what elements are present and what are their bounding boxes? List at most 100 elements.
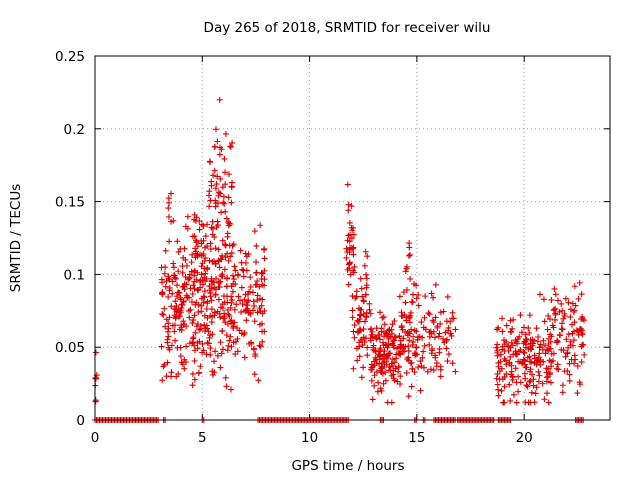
data-point: [234, 271, 241, 278]
data-point: [386, 367, 392, 374]
data-point: [564, 349, 571, 356]
data-point: [568, 356, 575, 363]
data-point: [168, 342, 175, 349]
data-point: [350, 245, 357, 252]
data-point: [190, 282, 197, 289]
data-point: [377, 353, 384, 360]
data-point: [522, 399, 529, 406]
data-point: [187, 306, 194, 313]
chart-title: Day 265 of 2018, SRMTID for receiver wil…: [204, 20, 491, 36]
data-point: [426, 341, 433, 348]
data-point: [554, 297, 561, 304]
data-point: [194, 243, 201, 250]
data-point: [555, 366, 562, 373]
data-point: [421, 342, 428, 349]
data-point: [437, 373, 444, 380]
data-point: [501, 374, 508, 381]
data-point: [406, 337, 413, 344]
data-point: [208, 319, 215, 326]
data-point: [247, 283, 254, 290]
data-point: [215, 296, 222, 303]
data-point: [544, 390, 551, 397]
data-point: [388, 399, 395, 406]
data-points: [92, 96, 588, 423]
data-point: [176, 309, 183, 316]
data-point: [253, 269, 260, 276]
data-point: [159, 377, 166, 384]
data-point: [198, 263, 205, 270]
data-point: [551, 285, 558, 292]
data-point: [393, 355, 400, 362]
data-point: [231, 263, 238, 270]
data-point: [261, 328, 268, 335]
data-point: [204, 221, 211, 228]
data-point: [215, 257, 222, 264]
data-point: [364, 352, 371, 359]
data-point: [221, 266, 228, 273]
data-point: [194, 269, 201, 276]
data-point: [219, 273, 226, 280]
data-point: [197, 278, 204, 285]
data-point: [174, 238, 181, 245]
data-point: [222, 254, 229, 261]
data-point: [229, 297, 236, 304]
data-point: [181, 286, 188, 293]
data-point: [402, 299, 409, 306]
data-point: [548, 296, 555, 303]
data-point: [383, 330, 390, 337]
data-point: [178, 301, 185, 308]
data-point: [369, 396, 376, 403]
data-point: [417, 358, 424, 365]
data-point: [345, 201, 352, 208]
data-point: [164, 336, 171, 343]
data-point: [228, 317, 235, 324]
data-point: [405, 252, 412, 259]
data-point: [544, 326, 551, 333]
data-point: [211, 167, 218, 174]
data-point: [199, 349, 206, 356]
data-point: [445, 327, 452, 334]
data-point: [579, 315, 586, 322]
data-point: [259, 338, 266, 345]
data-point: [373, 335, 380, 342]
data-point: [165, 213, 172, 220]
data-point: [212, 126, 219, 133]
data-point: [496, 376, 503, 383]
data-point: [566, 377, 573, 384]
data-point: [402, 268, 409, 275]
x-axis-label: GPS time / hours: [291, 458, 404, 474]
data-point: [193, 299, 200, 306]
data-point: [422, 293, 429, 300]
y-tick-label: 0.2: [64, 122, 85, 138]
data-point: [413, 282, 420, 289]
data-point: [162, 247, 169, 254]
data-point: [429, 317, 436, 324]
data-point: [161, 305, 168, 312]
data-point: [579, 331, 586, 338]
data-point: [576, 326, 583, 333]
data-point: [525, 345, 532, 352]
y-tick-label: 0: [76, 413, 85, 429]
data-point: [349, 227, 356, 234]
plot-frame: [94, 55, 611, 421]
data-point: [168, 303, 175, 310]
data-point: [183, 323, 190, 330]
data-point: [254, 292, 261, 299]
data-point: [515, 373, 522, 380]
data-point: [343, 254, 350, 261]
data-point: [202, 233, 209, 240]
data-point: [256, 342, 263, 349]
data-point: [204, 264, 211, 271]
data-point: [395, 363, 402, 370]
data-point: [162, 323, 169, 330]
data-point: [212, 203, 219, 210]
data-point: [360, 364, 367, 371]
data-point: [238, 284, 245, 291]
data-point: [206, 332, 213, 339]
data-point: [559, 389, 566, 396]
data-point: [391, 359, 398, 366]
data-point: [391, 318, 398, 325]
data-point: [174, 282, 181, 289]
data-point: [261, 276, 268, 283]
data-point: [436, 330, 443, 337]
